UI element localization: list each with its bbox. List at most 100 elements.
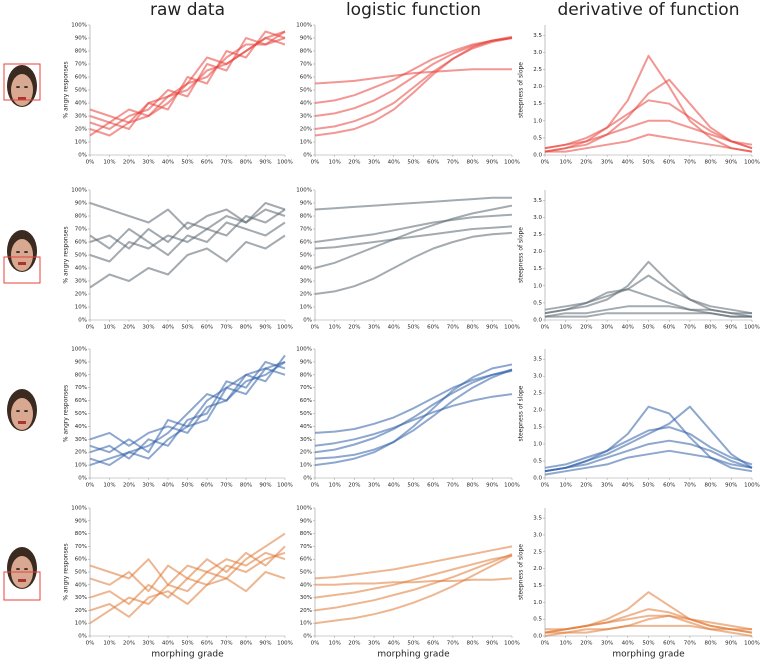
x-tick-label: 0% bbox=[541, 325, 550, 331]
x-tick-label: 30% bbox=[142, 641, 154, 647]
y-tick-label: 100% bbox=[296, 188, 312, 194]
x-tick-label: 80% bbox=[466, 325, 478, 331]
series-line bbox=[89, 37, 286, 137]
y-tick-label: 2.0 bbox=[533, 84, 542, 90]
y-tick-label: 0.0 bbox=[533, 153, 542, 159]
y-tick-label: 10% bbox=[300, 621, 312, 627]
y-tick-label: 40% bbox=[75, 424, 87, 430]
y-tick-label: 30% bbox=[75, 279, 87, 285]
y-tick-label: 70% bbox=[300, 227, 312, 233]
x-tick-label: 50% bbox=[642, 641, 654, 647]
y-tick-label: 0% bbox=[78, 153, 87, 159]
face bbox=[3, 230, 41, 284]
y-axis-label: % angry responses bbox=[63, 226, 70, 283]
series-line bbox=[314, 545, 513, 580]
y-tick-label: 30% bbox=[75, 437, 87, 443]
x-tick-label: 30% bbox=[142, 483, 154, 489]
y-tick-label: 1.0 bbox=[533, 442, 542, 448]
series-line bbox=[314, 368, 513, 460]
y-tick-label: 0% bbox=[78, 318, 87, 324]
x-tick-label: 70% bbox=[447, 641, 459, 647]
x-tick-label: 30% bbox=[601, 641, 613, 647]
y-tick-label: 40% bbox=[300, 101, 312, 107]
x-tick-label: 90% bbox=[725, 160, 737, 166]
y-tick-label: 0.5 bbox=[533, 617, 542, 623]
y-tick-label: 80% bbox=[75, 531, 87, 537]
series-line bbox=[89, 37, 286, 137]
series-line bbox=[314, 225, 513, 250]
y-axis-label: steepness of slope bbox=[518, 385, 525, 441]
x-tick-label: 30% bbox=[142, 325, 154, 331]
series-line bbox=[314, 196, 512, 211]
x-tick-label: 30% bbox=[601, 160, 613, 166]
series-line bbox=[89, 361, 286, 467]
x-tick-label: 20% bbox=[123, 483, 135, 489]
x-tick-label: 60% bbox=[663, 325, 675, 331]
y-tick-label: 30% bbox=[300, 279, 312, 285]
x-tick-label: 60% bbox=[427, 325, 439, 331]
y-tick-label: 1.5 bbox=[533, 583, 542, 589]
y-tick-label: 90% bbox=[75, 518, 87, 524]
x-tick-label: 40% bbox=[622, 483, 634, 489]
x-tick-label: 30% bbox=[601, 325, 613, 331]
x-tick-label: 50% bbox=[181, 325, 193, 331]
series-line bbox=[545, 312, 752, 318]
panel: 0.0 0.5 1.0 1.5 2.0 2.5 3.0 3.5 0% 10% 20% 30% 40% 50… bbox=[518, 349, 760, 489]
x-tick-label: 50% bbox=[181, 641, 193, 647]
y-tick-label: 3.0 bbox=[533, 50, 542, 56]
x-tick-label: 30% bbox=[142, 160, 154, 166]
panel: 0% 10% 20% 30% 40% 50% 60% 70% 80% 90% 100% 0% 10% 20… bbox=[296, 347, 520, 489]
x-tick-label: 10% bbox=[103, 325, 115, 331]
y-tick-label: 30% bbox=[300, 437, 312, 443]
x-tick-label: 10% bbox=[329, 325, 341, 331]
panel: 0% 10% 20% 30% 40% 50% 60% 70% 80% 90% 100% 0% 10% 20… bbox=[63, 188, 293, 331]
series-line bbox=[314, 554, 513, 599]
series-line bbox=[544, 449, 753, 476]
x-tick-label: 40% bbox=[388, 325, 400, 331]
panel: 0% 10% 20% 30% 40% 50% 60% 70% 80% 90% 100% 0% 10% 20… bbox=[296, 188, 520, 331]
x-tick-label: 100% bbox=[504, 483, 520, 489]
x-tick-label: 100% bbox=[277, 641, 293, 647]
x-tick-label: 0% bbox=[311, 483, 320, 489]
y-tick-label: 20% bbox=[300, 450, 312, 456]
faces bbox=[3, 63, 41, 601]
x-tick-label: 40% bbox=[388, 160, 400, 166]
y-tick-label: 0.5 bbox=[533, 459, 542, 465]
y-tick-label: 70% bbox=[300, 62, 312, 68]
series-line bbox=[89, 221, 286, 256]
y-tick-label: 10% bbox=[300, 140, 312, 146]
x-tick-label: 90% bbox=[259, 160, 271, 166]
x-tick-label: 20% bbox=[123, 325, 135, 331]
series-line bbox=[544, 426, 753, 469]
y-tick-label: 40% bbox=[75, 101, 87, 107]
x-tick-label: 20% bbox=[123, 160, 135, 166]
x-tick-label: 40% bbox=[162, 483, 174, 489]
x-tick-label: 80% bbox=[704, 160, 716, 166]
x-tick-label: 0% bbox=[311, 641, 320, 647]
y-tick-label: 0.0 bbox=[533, 318, 542, 324]
panel: 0% 10% 20% 30% 40% 50% 60% 70% 80% 90% 100% 0% 10% 20… bbox=[296, 23, 520, 166]
y-tick-label: 1.0 bbox=[533, 600, 542, 606]
series-line bbox=[314, 68, 512, 85]
x-tick-label: 20% bbox=[348, 641, 360, 647]
x-tick-label: 50% bbox=[407, 325, 419, 331]
x-tick-label: 70% bbox=[447, 483, 459, 489]
x-tick-label: 80% bbox=[466, 641, 478, 647]
x-tick-label: 100% bbox=[504, 160, 520, 166]
series-line bbox=[314, 204, 513, 269]
x-tick-label: 60% bbox=[201, 160, 213, 166]
series-line bbox=[89, 354, 286, 447]
y-tick-label: 90% bbox=[75, 201, 87, 207]
series-line bbox=[89, 551, 286, 586]
column-title: derivative of function bbox=[558, 0, 740, 20]
x-tick-label: 20% bbox=[580, 160, 592, 166]
x-tick-label: 50% bbox=[407, 641, 419, 647]
y-tick-label: 3.5 bbox=[533, 198, 542, 204]
y-tick-label: 60% bbox=[75, 75, 87, 81]
x-tick-label: 60% bbox=[663, 641, 675, 647]
x-tick-label: 20% bbox=[348, 160, 360, 166]
y-tick-label: 0% bbox=[303, 476, 312, 482]
series-line bbox=[314, 37, 513, 104]
x-tick-label: 40% bbox=[388, 483, 400, 489]
face bbox=[3, 63, 41, 107]
